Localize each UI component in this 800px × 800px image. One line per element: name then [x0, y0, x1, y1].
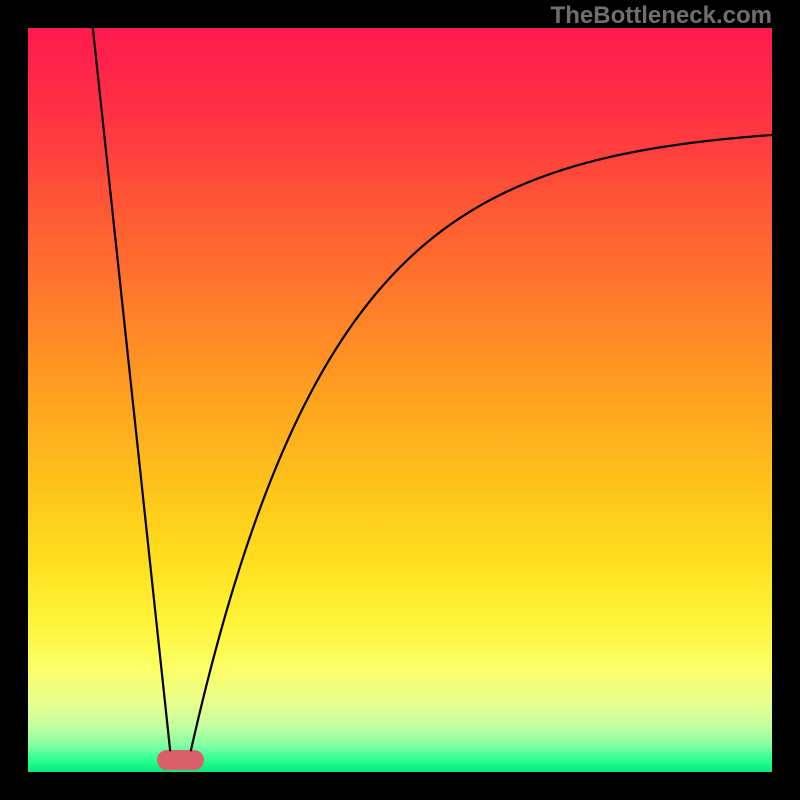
plot-border: [772, 0, 800, 800]
plot-area: [28, 28, 772, 772]
watermark-text: TheBottleneck.com: [551, 2, 772, 30]
plot-border: [0, 0, 28, 800]
curve-left-leg: [91, 28, 170, 750]
curve-right-leg: [191, 135, 772, 750]
curve-layer: [28, 28, 772, 772]
plot-border: [0, 772, 800, 800]
